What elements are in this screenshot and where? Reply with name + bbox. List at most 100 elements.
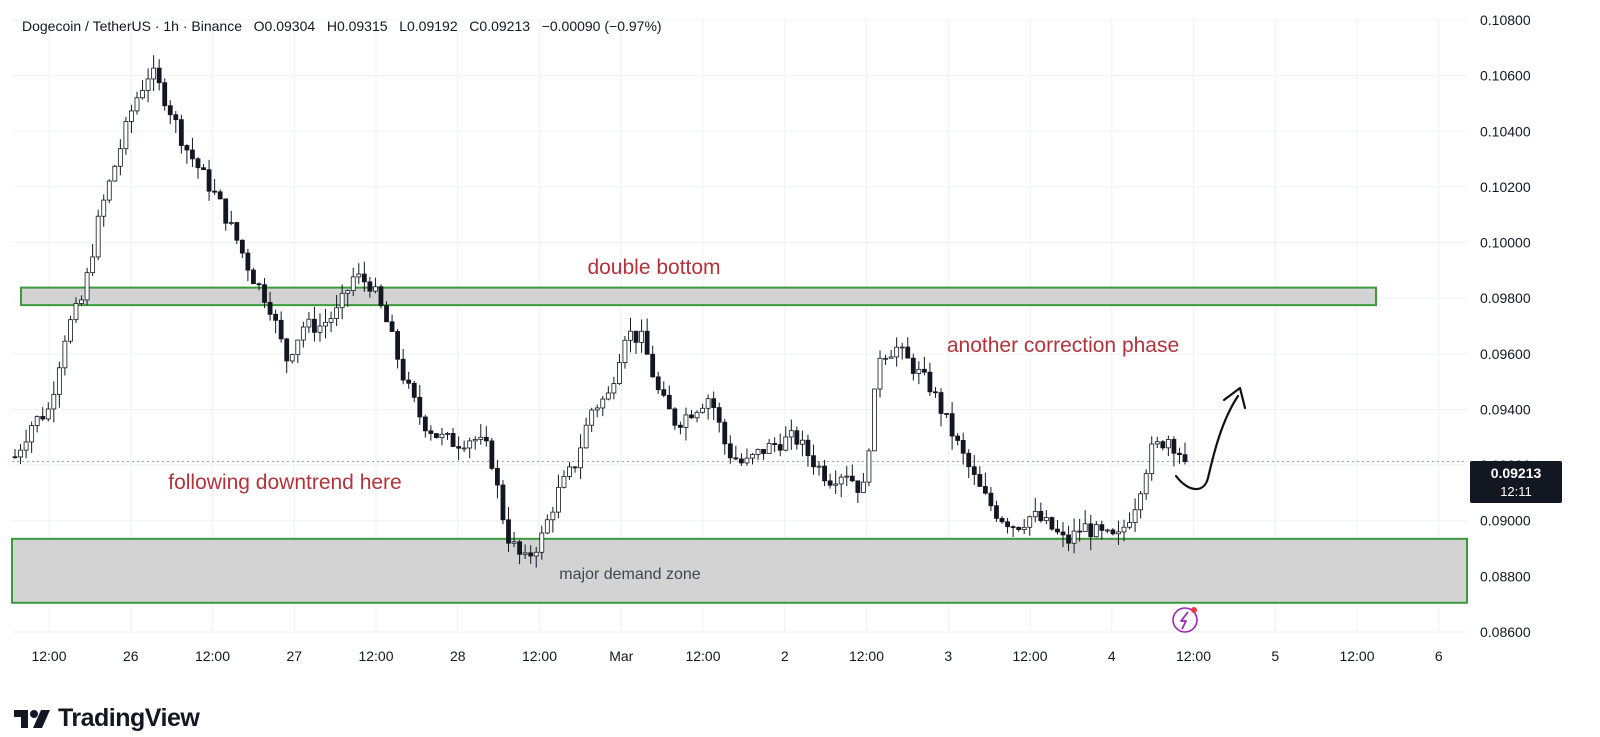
candle-down (727, 443, 733, 459)
candle-countdown: 12:11 (1500, 484, 1532, 499)
candle-down (1049, 517, 1055, 530)
candle-down (500, 484, 506, 521)
candle-down (195, 158, 201, 169)
candle-up (744, 457, 750, 464)
candle-up (1154, 441, 1160, 445)
candle-down (428, 430, 434, 434)
candle-down (777, 444, 783, 451)
candle-up (700, 407, 705, 413)
candle-down (495, 467, 500, 486)
candle-down (761, 448, 766, 454)
candle-up (106, 180, 112, 201)
candle-up (1104, 529, 1110, 532)
candle-down (267, 301, 273, 315)
time-axis[interactable]: 12:00 26 12:00 27 12:00 28 12:00 Mar 12:00 2 12:00… (31, 648, 1442, 664)
candle-down (378, 286, 384, 307)
candle-down (40, 416, 46, 420)
candle-up (350, 276, 356, 292)
candle-down (489, 440, 495, 469)
candle-up (1127, 522, 1132, 528)
candle-up (117, 148, 123, 167)
candle-up (62, 340, 68, 369)
candle-down (406, 379, 412, 384)
candle-down (173, 114, 179, 121)
time-tick-label: 12:00 (522, 648, 557, 664)
candle-down (400, 358, 406, 381)
candle-down (644, 330, 650, 355)
candle-down (982, 486, 988, 494)
candle-down (666, 394, 672, 410)
projection-arrowhead (1222, 386, 1247, 410)
candle-up (1143, 473, 1149, 495)
time-tick-label: 28 (450, 648, 466, 664)
candle-down (1182, 454, 1188, 462)
ohlc-low: L0.09192 (399, 18, 458, 34)
candle-down (234, 222, 240, 241)
price-tick-label: 0.10800 (1480, 12, 1531, 28)
candle-up (23, 441, 29, 451)
candle-down (284, 338, 290, 362)
candle-up (628, 330, 633, 341)
major-demand-zone[interactable] (11, 537, 1468, 604)
candle-down (672, 408, 678, 426)
candle-up (556, 486, 561, 513)
candle-down (572, 466, 578, 469)
symbol-title[interactable]: Dogecoin / TetherUS · 1h · Binance (22, 18, 242, 34)
candle-up (228, 222, 234, 224)
candle-up (600, 398, 606, 409)
candle-down (689, 414, 694, 419)
candle-up (594, 407, 600, 411)
candle-up (145, 78, 151, 91)
candle-down (528, 552, 534, 557)
candle-up (894, 346, 900, 358)
candle-up (317, 325, 323, 333)
candle-down (827, 480, 833, 486)
candle-down (434, 433, 439, 439)
candle-up (872, 388, 877, 452)
candle-down (1005, 521, 1010, 528)
time-tick-label: 4 (1108, 648, 1116, 664)
tradingview-logo[interactable]: TradingView (14, 704, 200, 733)
candle-down (711, 398, 717, 408)
candle-up (140, 90, 145, 99)
flash-icon[interactable] (1172, 607, 1198, 633)
candle-down (178, 119, 184, 146)
candle-up (755, 448, 761, 455)
double-bottom-zone[interactable] (20, 286, 1377, 307)
time-tick-label: 12:00 (1176, 648, 1211, 664)
candle-up (694, 411, 700, 419)
candle-down (361, 273, 367, 283)
candle-up (511, 541, 517, 544)
candle-down (206, 169, 212, 192)
annotation-double-bottom: double bottom (587, 256, 720, 279)
candle-up (472, 438, 478, 442)
candle-down (506, 519, 511, 544)
candle-up (522, 552, 528, 555)
candle-up (883, 357, 888, 360)
candle-down (239, 239, 245, 254)
candle-up (561, 476, 567, 488)
candle-down (805, 439, 811, 457)
symbol-header: Dogecoin / TetherUS · 1h · Binance O0.09… (22, 18, 662, 34)
annotation-demand-zone: major demand zone (559, 566, 701, 583)
candle-up (683, 414, 689, 428)
candle-up (101, 199, 107, 217)
candle-down (722, 421, 728, 445)
candlestick-series (12, 55, 1188, 568)
candle-up (539, 532, 545, 553)
candle-up (860, 481, 866, 493)
candle-down (167, 105, 173, 116)
candle-down (772, 443, 778, 445)
candle-up (34, 416, 40, 426)
ohlc-change: −0.00090 (−0.97%) (541, 18, 662, 34)
candle-down (933, 391, 938, 394)
candle-down (251, 269, 256, 285)
candle-down (655, 376, 661, 391)
candle-up (334, 307, 340, 319)
candle-up (1021, 526, 1027, 530)
candle-up (134, 97, 140, 112)
candle-down (949, 413, 955, 437)
candle-down (312, 318, 317, 333)
price-axis[interactable]: 0.10800 0.10600 0.10400 0.10200 0.10000 0.098… (1480, 12, 1531, 640)
